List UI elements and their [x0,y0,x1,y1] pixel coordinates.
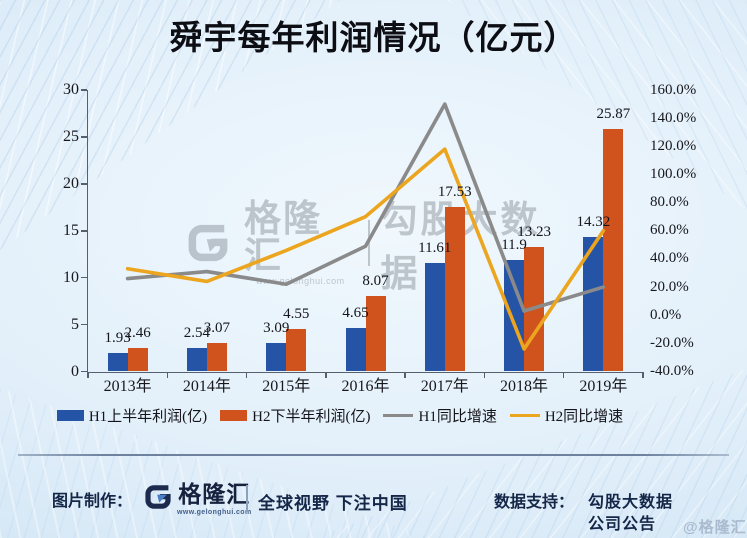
x-axis-line [86,371,643,373]
chart-title: 舜宇每年利润情况（亿元） [169,19,578,56]
corner-watermark: @格隆汇 [683,519,747,536]
bar-value-label: 2.46 [124,325,151,342]
bar-h1-profit [186,347,207,372]
x-axis-tick [166,371,169,378]
footer-divider [18,454,729,456]
left-axis-tick [81,89,87,91]
footer-brand-name: 格隆汇 [178,481,251,507]
x-axis-tick [562,371,565,378]
watermark-divider [367,220,370,266]
bar-value-label: 1.93 [104,330,131,347]
bar-h1-profit [345,327,366,372]
gelonghui-logo-icon [145,485,171,509]
data-support-source-1: 勾股大数据 [588,494,674,511]
legend-label: H1上半年利润(亿) [88,409,208,425]
bar-value-label: 11.9 [501,236,527,253]
bar-value-label: 4.65 [342,304,369,321]
bar-h2-profit [206,342,227,372]
gelonghui-logo-watermark-icon [188,224,228,262]
y-axis-line [86,90,88,373]
bar-h1-profit [583,237,604,372]
watermark-brand: 格隆汇 [244,198,323,276]
legend-label: H2下半年利润(亿) [252,409,371,425]
footer-brand-url: www.gelonghui.com [177,509,252,516]
right-axis-tick-label: 80.0% [650,194,689,211]
bar-value-label: 17.53 [437,184,472,200]
left-axis-tick-label: 20 [63,174,79,192]
right-axis-tick-label: 0.0% [650,306,682,323]
x-axis-category-label: 2014年 [182,377,231,395]
bar-value-label: 14.32 [576,214,611,231]
left-axis-tick-label: 25 [63,127,79,145]
bar-h2-profit [444,207,465,372]
right-axis-tick-label: 40.0% [650,250,689,267]
bar-h2-profit [524,247,545,372]
bar-value-label: 3.09 [263,319,290,336]
right-axis-tick-label: -40.0% [650,363,694,379]
bar-value-label: 4.55 [283,305,310,322]
bar-value-label: 25.87 [596,105,631,122]
legend-item: H1同比增速 [383,405,497,426]
data-support-label: 数据支持： [494,494,575,511]
bar-value-label: 8.07 [362,272,389,289]
x-axis-tick [325,371,327,378]
x-axis-tick [404,371,406,378]
right-axis-tick-label: 60.0% [650,222,689,239]
legend-label: H1同比增速 [418,409,497,425]
footer-vertical-divider [246,485,248,512]
chart-legend: H1上半年利润(亿) H2下半年利润(亿) H1同比增速 H2同比增速 [0,405,680,426]
right-axis-tick-label: 120.0% [650,137,697,154]
left-axis-tick [81,323,87,326]
bar-value-label: 13.23 [517,224,551,241]
watermark-url: www.gelonghui.com [256,276,345,286]
x-axis-tick [483,371,486,378]
legend-swatch-line [383,413,414,418]
left-axis-tick [81,136,87,138]
x-axis-category-label: 2017年 [420,377,469,395]
x-axis-category-label: 2013年 [103,377,152,395]
data-support-source-2: 公司公告 [588,516,657,533]
right-axis-tick-label: 140.0% [650,109,697,126]
x-axis-tick [642,371,644,378]
x-axis-category-label: 2016年 [341,377,390,395]
legend-swatch-bar [220,410,248,421]
legend-swatch-line [509,413,540,418]
made-by-label: 图片制作： [52,493,133,510]
bar-value-label: 2.54 [183,324,211,341]
x-axis-tick [245,371,248,378]
right-axis-tick-label: 20.0% [650,278,689,295]
left-axis-tick [81,276,87,279]
left-axis-tick-label: 15 [63,221,79,239]
left-axis-tick [81,183,87,185]
bar-h2-profit [127,348,148,372]
footer-slogan: 全球视野 下注中国 [258,494,408,513]
left-axis-tick [81,370,87,373]
bar-h1-profit [107,353,128,372]
legend-item: H2下半年利润(亿) [220,405,370,426]
x-axis-tick [87,371,89,378]
legend-label: H2同比增速 [544,409,624,425]
legend-swatch-bar [56,410,84,421]
bar-value-label: 11.61 [418,239,452,256]
right-axis-tick-label: 100.0% [650,165,697,182]
legend-item: H2同比增速 [509,405,624,426]
left-axis-tick-label: 30 [63,81,79,98]
left-axis-tick-label: 0 [71,362,79,380]
left-axis-tick-label: 10 [63,268,79,286]
x-axis-category-label: 2018年 [500,377,549,395]
x-axis-category-label: 2019年 [579,377,628,395]
left-axis-tick [81,230,87,232]
right-axis-tick-label: -20.0% [650,334,694,351]
bar-h1-profit [424,262,445,372]
right-axis-tick-label: 160.0% [650,81,697,98]
bar-h1-profit [504,259,525,372]
legend-item: H1上半年利润(亿) [56,405,208,426]
x-axis-category-label: 2015年 [262,377,311,395]
bar-value-label: 3.07 [203,319,231,336]
bar-h1-profit [266,342,287,372]
left-axis-tick-label: 5 [71,315,79,333]
bar-h2-profit [603,128,624,372]
